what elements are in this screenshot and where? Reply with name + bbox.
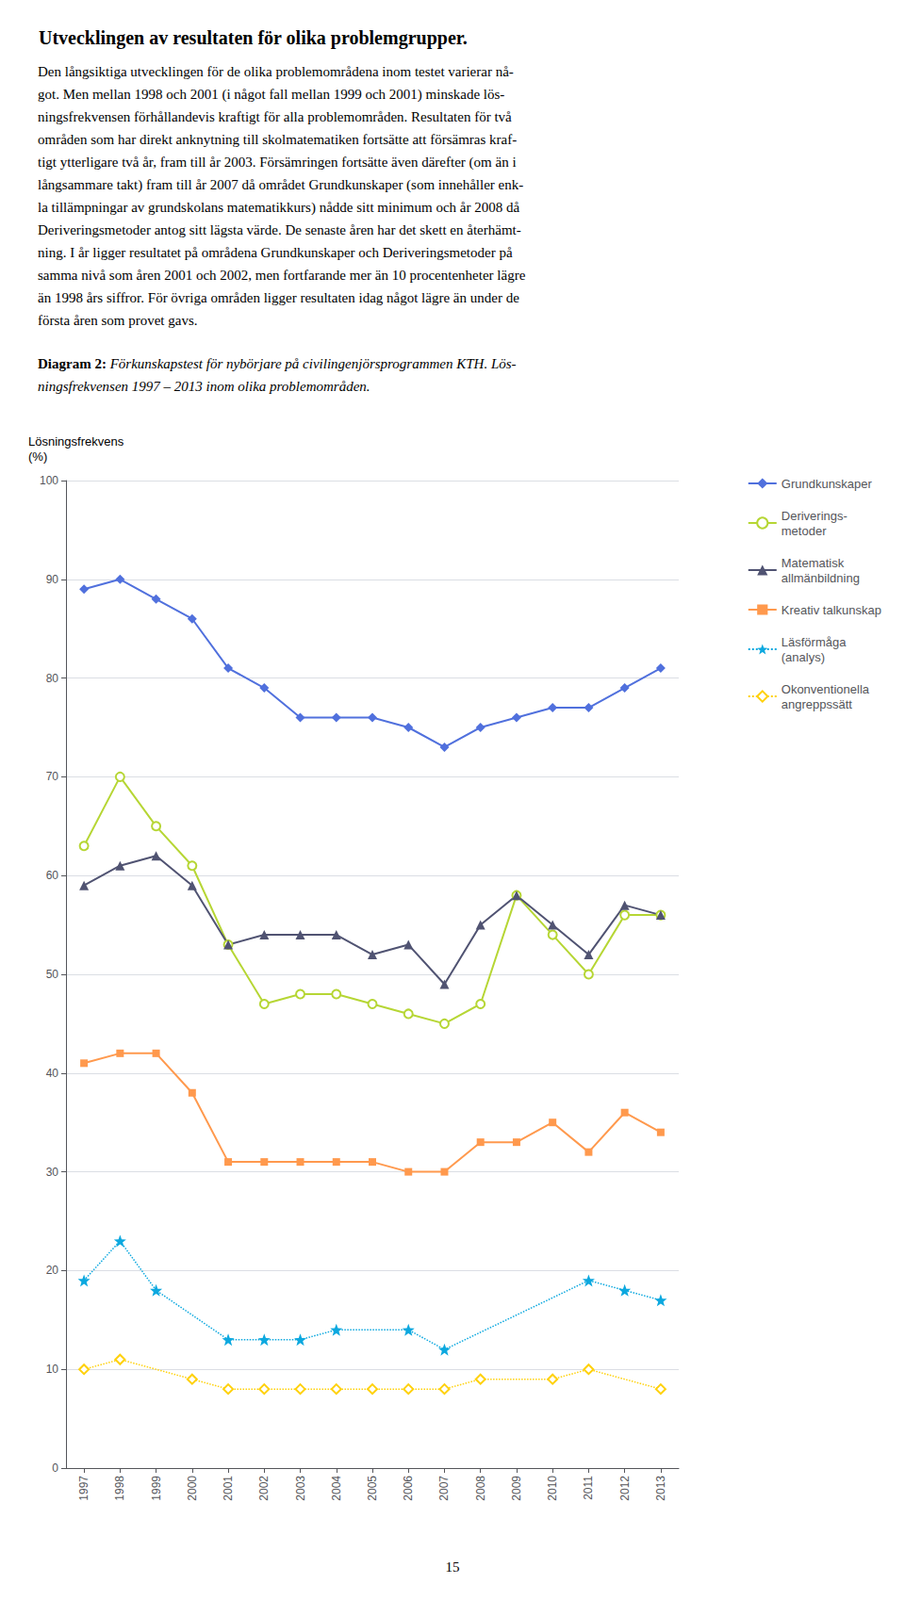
svg-text:2013: 2013: [654, 1476, 668, 1502]
svg-text:30: 30: [46, 1166, 60, 1180]
svg-text:än 1998 års siffror. För övrig: än 1998 års siffror. För övriga områden …: [37, 290, 520, 306]
svg-text:2008: 2008: [474, 1476, 488, 1502]
svg-text:Kreativ talkunskap: Kreativ talkunskap: [781, 603, 882, 618]
svg-text:1997: 1997: [77, 1476, 91, 1502]
svg-text:70: 70: [46, 770, 60, 784]
svg-text:områden som har direkt anknytn: områden som har direkt anknytning till s…: [37, 131, 517, 148]
svg-text:got. Men mellan 1998 och 2001: got. Men mellan 1998 och 2001 (i något f…: [37, 86, 505, 103]
svg-text:1999: 1999: [149, 1476, 164, 1502]
svg-text:2010: 2010: [545, 1476, 560, 1502]
svg-text:Diagram 2:: Diagram 2:: [37, 356, 107, 372]
svg-text:2005: 2005: [365, 1476, 379, 1502]
svg-text:allmänbildning: allmänbildning: [781, 571, 860, 586]
svg-text:20: 20: [46, 1264, 60, 1278]
svg-text:1998: 1998: [113, 1476, 127, 1502]
svg-text:50: 50: [46, 968, 60, 982]
svg-text:2006: 2006: [401, 1476, 415, 1502]
svg-text:2011: 2011: [581, 1476, 595, 1501]
svg-text:2000: 2000: [185, 1476, 199, 1502]
svg-text:2004: 2004: [329, 1476, 344, 1502]
svg-text:(%): (%): [28, 449, 48, 464]
svg-text:15: 15: [445, 1560, 461, 1576]
svg-text:0: 0: [51, 1462, 59, 1476]
svg-text:metoder: metoder: [781, 524, 827, 539]
svg-text:Lösningsfrekvens: Lösningsfrekvens: [28, 434, 125, 449]
svg-text:ning. I år ligger resultatet p: ning. I år ligger resultatet på områdena…: [37, 245, 513, 261]
svg-text:Förkunskapstest för nybörjare: Förkunskapstest för nybörjare på civilin…: [109, 356, 517, 372]
svg-text:Deriveringsmetoder antog sitt: Deriveringsmetoder antog sitt lägsta vär…: [37, 222, 522, 238]
svg-text:tigt ytterligare två år, fram: tigt ytterligare två år, fram till år 20…: [37, 154, 517, 171]
svg-text:Läsförmåga: Läsförmåga: [781, 635, 847, 650]
svg-text:60: 60: [46, 869, 60, 883]
svg-text:ningsfrekvensen förhållandevis: ningsfrekvensen förhållandevis kraftigt …: [37, 109, 512, 125]
svg-text:2007: 2007: [437, 1476, 451, 1502]
svg-text:samma nivå som åren 2001 och 2: samma nivå som åren 2001 och 2002, men f…: [37, 267, 527, 283]
svg-text:ningsfrekvensen 1997 – 2013 in: ningsfrekvensen 1997 – 2013 inom olika p…: [37, 378, 371, 395]
svg-text:Matematisk: Matematisk: [781, 556, 845, 571]
svg-text:2002: 2002: [257, 1476, 271, 1502]
svg-text:2009: 2009: [510, 1476, 524, 1502]
svg-text:80: 80: [46, 672, 60, 686]
svg-text:Utvecklingen av resultaten för: Utvecklingen av resultaten för olika pro…: [38, 27, 468, 50]
svg-text:90: 90: [46, 573, 60, 587]
svg-text:angreppssätt: angreppssätt: [781, 697, 854, 712]
svg-text:2001: 2001: [221, 1476, 235, 1502]
svg-text:2012: 2012: [618, 1476, 632, 1502]
svg-text:40: 40: [46, 1067, 60, 1081]
svg-text:(analys): (analys): [781, 650, 825, 665]
svg-text:Okonventionella: Okonventionella: [781, 682, 871, 697]
svg-text:100: 100: [39, 474, 59, 488]
svg-text:10: 10: [46, 1363, 60, 1377]
svg-text:långsammare takt) fram till år: långsammare takt) fram till år 2007 då o…: [37, 177, 524, 194]
svg-text:första åren som provet gavs.: första åren som provet gavs.: [37, 312, 198, 329]
svg-text:Deriverings-: Deriverings-: [781, 509, 848, 524]
svg-text:la tillämpningar av grundskola: la tillämpningar av grundskolans matemat…: [37, 199, 520, 216]
svg-text:Den långsiktiga utvecklingen f: Den långsiktiga utvecklingen för de olik…: [37, 64, 514, 80]
svg-text:2003: 2003: [294, 1476, 308, 1502]
svg-text:Grundkunskaper: Grundkunskaper: [781, 477, 873, 492]
